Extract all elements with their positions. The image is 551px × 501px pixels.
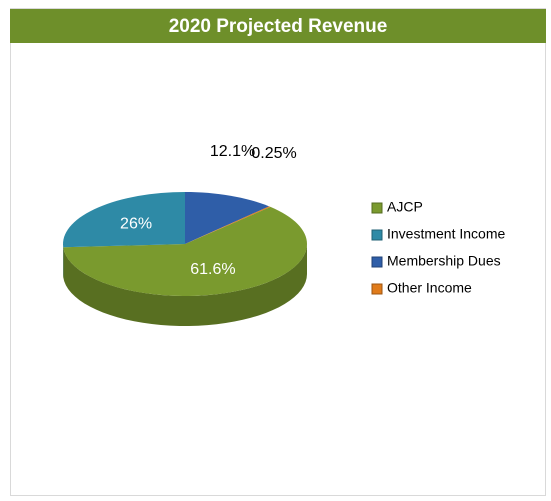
legend-label: Investment Income xyxy=(387,226,505,242)
data-label: 61.6% xyxy=(190,261,235,278)
chart-title: 2020 Projected Revenue xyxy=(169,16,388,37)
legend-label: AJCP xyxy=(387,199,423,215)
pie-side xyxy=(63,244,307,326)
data-label: 0.25% xyxy=(251,145,296,162)
legend-swatch xyxy=(371,229,383,241)
data-label: 26% xyxy=(120,216,152,233)
legend-swatch xyxy=(371,283,383,295)
pie-slice xyxy=(185,206,271,244)
legend-label: Membership Dues xyxy=(387,253,501,269)
legend-label: Other Income xyxy=(387,280,472,296)
legend-swatch xyxy=(371,202,383,214)
pie-slice xyxy=(63,206,307,296)
pie-slice xyxy=(63,192,185,248)
legend-swatch xyxy=(371,256,383,268)
data-label: 12.1% xyxy=(210,143,255,160)
title-bar xyxy=(10,9,546,43)
pie-slice xyxy=(185,192,270,244)
